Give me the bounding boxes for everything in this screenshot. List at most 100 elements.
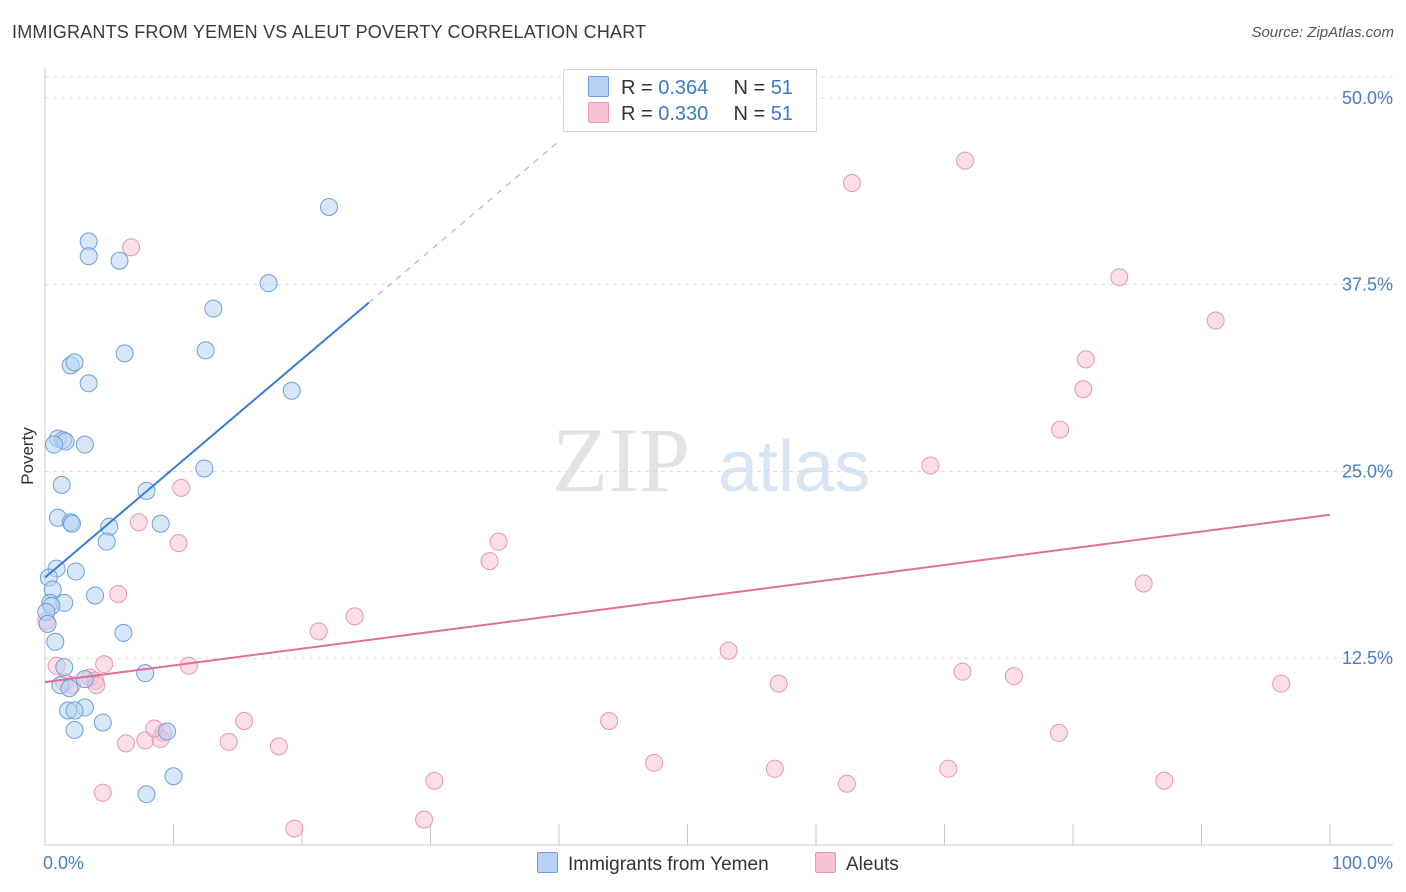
aleuts-point-14	[1134, 574, 1153, 593]
legend-row-aleuts: R = 0.330 N = 51	[588, 102, 793, 128]
yemen-point-38	[55, 658, 74, 677]
yemen-point-37	[46, 632, 65, 651]
aleuts-point-8	[921, 456, 940, 475]
aleuts-point-33	[1049, 723, 1068, 742]
aleuts-point-37	[219, 732, 238, 751]
aleuts-point-7	[1051, 420, 1070, 439]
yemen-point-30	[86, 586, 105, 605]
watermark: ZIP atlas	[552, 409, 870, 511]
yemen-point-49	[164, 767, 183, 786]
trendline-yemen	[44, 301, 370, 579]
bottom-legend-label: Aleuts	[846, 854, 899, 875]
bottom-legend-immigrants-from-yemen: Immigrants from Yemen	[537, 852, 769, 876]
y-tick-label-1: 25.0%	[1342, 461, 1393, 481]
yemen-point-17	[195, 459, 214, 478]
watermark-zip: ZIP	[552, 409, 690, 511]
yemen-point-11	[282, 381, 301, 400]
y-axis-label: Poverty	[18, 427, 37, 485]
aleuts-point-22	[953, 662, 972, 681]
legend-swatch-blue	[588, 76, 609, 97]
aleuts-point-21	[179, 656, 198, 675]
aleuts-point-24	[1272, 674, 1291, 693]
yemen-point-47	[65, 720, 84, 739]
yemen-point-10	[79, 374, 98, 393]
yemen-point-16	[75, 435, 94, 454]
bottom-legend-label: Immigrants from Yemen	[568, 854, 769, 875]
aleuts-point-43	[425, 771, 444, 790]
yemen-point-15	[44, 435, 63, 454]
aleuts-point-41	[765, 759, 784, 778]
yemen-point-40	[75, 670, 94, 689]
aleuts-point-42	[939, 759, 958, 778]
aleuts-point-11	[169, 534, 188, 553]
aleuts-point-1	[842, 174, 861, 193]
aleuts-point-9	[172, 478, 191, 497]
aleuts-point-23	[1004, 667, 1023, 686]
yemen-point-24	[151, 514, 170, 533]
legend-n-label: N =	[733, 103, 766, 125]
aleuts-point-45	[1155, 771, 1174, 790]
aleuts-point-46	[93, 783, 112, 802]
aleuts-point-10	[129, 513, 148, 532]
yemen-point-22	[62, 514, 81, 533]
yemen-point-46	[93, 713, 112, 732]
y-tick-labels: 12.5% 25.0% 37.5% 50.0%	[1342, 88, 1393, 668]
bottom-legend: Immigrants from Yemen Aleuts	[0, 852, 1406, 878]
trendline-aleuts	[44, 513, 1331, 684]
aleuts-point-32	[600, 711, 619, 730]
yemen-point-35	[38, 614, 57, 633]
x-tick-labels: 0.0% 100.0%	[43, 853, 1393, 873]
aleuts-point-44	[837, 774, 856, 793]
legend-n-label: N =	[733, 77, 766, 99]
bottom-legend-aleuts: Aleuts	[815, 852, 899, 876]
aleuts-point-38	[116, 734, 135, 753]
aleuts-point-17	[309, 622, 328, 641]
yemen-point-48	[158, 722, 177, 741]
yemen-point-5	[204, 299, 223, 318]
legend-n-value: 51	[770, 77, 793, 99]
aleuts-point-40	[645, 753, 664, 772]
yemen-point-4	[259, 274, 278, 293]
trendline-yemen-extension	[368, 140, 560, 304]
aleuts-point-15	[109, 584, 128, 603]
gridlines	[45, 76, 1393, 659]
yemen-point-2	[79, 247, 98, 266]
aleuts-point-6	[1074, 380, 1093, 399]
aleuts-point-47	[415, 810, 434, 829]
y-tick-label-2: 37.5%	[1342, 275, 1393, 295]
aleuts-point-31	[235, 711, 254, 730]
series-immigrants-from-yemen	[37, 197, 338, 804]
legend-r-value: 0.364	[658, 77, 709, 99]
x-tick-label-1: 100.0%	[1332, 853, 1393, 873]
yemen-point-0	[319, 197, 338, 216]
watermark-atlas: atlas	[718, 427, 870, 507]
yemen-point-7	[196, 341, 215, 360]
yemen-point-39	[136, 664, 155, 683]
yemen-point-42	[60, 679, 79, 698]
aleuts-point-48	[285, 819, 304, 838]
legend-r-value: 0.330	[658, 103, 709, 125]
aleuts-point-16	[345, 607, 364, 626]
bottom-legend-swatch-blue	[537, 852, 558, 873]
yemen-point-3	[110, 251, 129, 270]
yemen-point-50	[137, 785, 156, 804]
y-tick-label-3: 50.0%	[1342, 88, 1393, 108]
yemen-point-9	[65, 353, 84, 372]
legend-n-value: 51	[770, 103, 793, 125]
yemen-point-6	[115, 344, 134, 363]
legend-r-label: R =	[621, 77, 653, 99]
yemen-point-18	[52, 475, 71, 494]
aleuts-point-4	[1206, 311, 1225, 330]
aleuts-point-0	[956, 151, 975, 170]
aleuts-point-5	[1076, 350, 1095, 369]
aleuts-point-3	[1110, 268, 1129, 287]
yemen-point-45	[65, 701, 84, 720]
aleuts-point-39	[269, 737, 288, 756]
axes	[44, 68, 1393, 846]
y-tick-label-0: 12.5%	[1342, 648, 1393, 668]
aleuts-point-25	[769, 674, 788, 693]
source-label: Source: ZipAtlas.com	[1251, 24, 1394, 41]
yemen-point-36	[114, 623, 133, 642]
aleuts-point-18	[719, 641, 738, 660]
